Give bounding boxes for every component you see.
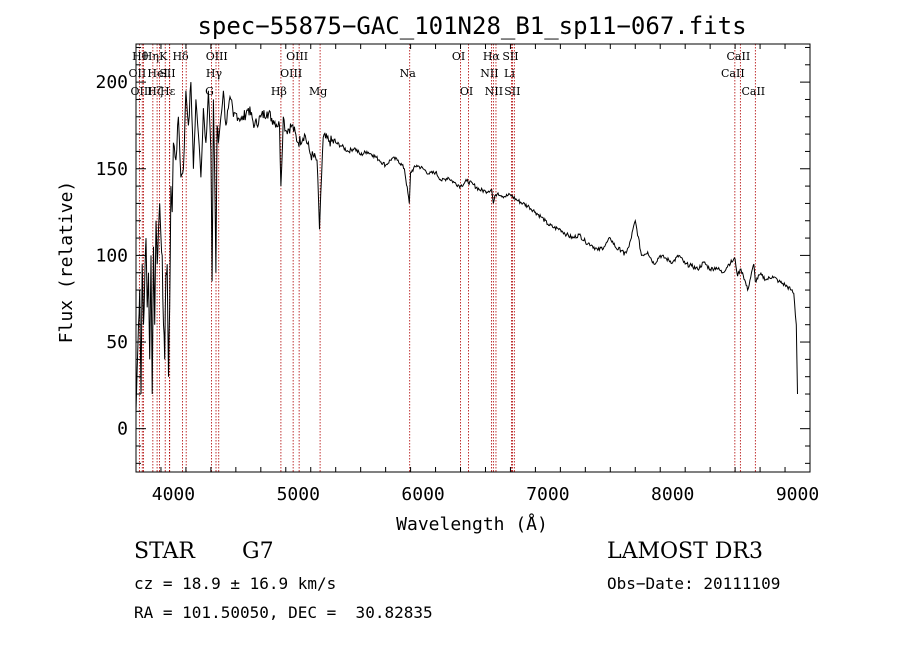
y-tick-label: 200 bbox=[95, 72, 128, 93]
line-label: NII bbox=[485, 85, 503, 98]
line-label: Li bbox=[504, 67, 515, 80]
y-tick-label: 150 bbox=[95, 159, 128, 180]
y-tick-label: 50 bbox=[106, 332, 128, 353]
y-axis-title: Flux (relative) bbox=[56, 181, 77, 344]
x-tick-label: 4000 bbox=[152, 484, 195, 505]
spectrum-line bbox=[135, 82, 798, 412]
obs-date: Obs−Date: 20111109 bbox=[607, 574, 781, 593]
line-label: CaII bbox=[727, 50, 751, 63]
line-label: SII bbox=[502, 50, 518, 63]
line-label: CaII bbox=[721, 67, 745, 80]
object-class: STAR bbox=[134, 539, 195, 564]
line-label: G bbox=[205, 85, 214, 98]
x-tick-label: 9000 bbox=[776, 484, 819, 505]
subclass: G7 bbox=[242, 539, 274, 564]
spectral-line-markers bbox=[138, 44, 756, 472]
line-label: OI bbox=[452, 50, 465, 63]
line-label: K bbox=[159, 50, 168, 63]
ra-dec: RA = 101.50050, DEC = 30.82835 bbox=[134, 603, 433, 622]
line-label: SII bbox=[159, 67, 175, 80]
line-label: Hβ bbox=[271, 85, 287, 98]
line-label: NII bbox=[480, 67, 498, 80]
line-label: HeI bbox=[147, 67, 167, 80]
survey-name: LAMOST DR3 bbox=[607, 539, 763, 564]
x-tick-label: 8000 bbox=[651, 484, 694, 505]
y-tick-label: 0 bbox=[117, 419, 128, 440]
line-label: Hη bbox=[143, 50, 159, 63]
chart-title: spec−55875−GAC_101N28_B1_sp11−067.fits bbox=[197, 12, 746, 40]
line-label: OIII bbox=[280, 67, 302, 80]
line-label: Hγ bbox=[206, 67, 223, 80]
line-label: SII bbox=[504, 85, 520, 98]
line-label: Hε bbox=[160, 85, 176, 98]
line-label: OIII bbox=[286, 50, 308, 63]
line-label: OI bbox=[460, 85, 473, 98]
line-label: OII bbox=[129, 67, 147, 80]
x-axis-title: Wavelength (Å) bbox=[396, 513, 548, 535]
spectral-line-labels: OIIHθOIIIHηHζHeIKSIIHεHδGHγOIIIHβOIIIOII… bbox=[129, 50, 766, 98]
x-axis-ticks: 4000 5000 6000 7000 8000 9000 bbox=[135, 44, 819, 505]
line-label: Hζ bbox=[147, 85, 163, 98]
x-tick-label: 6000 bbox=[401, 484, 444, 505]
line-label: OIII bbox=[206, 50, 228, 63]
line-label: Mg bbox=[309, 85, 327, 98]
x-tick-label: 7000 bbox=[526, 484, 569, 505]
line-label: CaII bbox=[741, 85, 765, 98]
y-axis-ticks: 0 50 100 150 200 bbox=[95, 46, 810, 464]
line-label: Hα bbox=[483, 50, 501, 63]
x-tick-label: 5000 bbox=[277, 484, 320, 505]
line-label: Hδ bbox=[172, 50, 189, 63]
y-tick-label: 100 bbox=[95, 245, 128, 266]
line-label: Na bbox=[400, 67, 417, 80]
plot-frame bbox=[135, 43, 811, 473]
redshift-cz: cz = 18.9 ± 16.9 km/s bbox=[134, 574, 337, 593]
